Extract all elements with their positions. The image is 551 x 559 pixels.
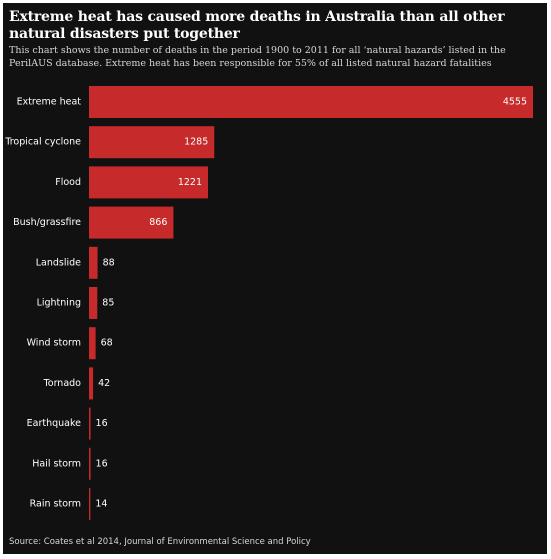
value-label-hail-storm: 16 bbox=[96, 458, 108, 469]
category-label-tropical-cyclone: Tropical cyclone bbox=[4, 137, 81, 148]
value-label-extreme-heat: 4555 bbox=[503, 97, 527, 108]
bar-flood bbox=[89, 166, 209, 199]
category-label-bush-grassfire: Bush/grassfire bbox=[13, 217, 81, 228]
value-label-earthquake: 16 bbox=[96, 418, 108, 429]
value-label-landslide: 88 bbox=[103, 257, 115, 268]
bar-tornado bbox=[89, 367, 94, 400]
bar-rain-storm bbox=[89, 488, 91, 520]
chart-subtitle: This chart shows the number of deaths in… bbox=[9, 45, 506, 69]
bar-wind-storm bbox=[89, 327, 96, 360]
chart-source: Source: Coates et al 2014, Journal of En… bbox=[9, 537, 311, 547]
value-label-tropical-cyclone: 1285 bbox=[184, 137, 208, 148]
category-label-flood: Flood bbox=[55, 177, 81, 188]
category-label-tornado: Tornado bbox=[43, 378, 82, 389]
bar-lightning bbox=[89, 287, 98, 319]
value-label-tornado: 42 bbox=[98, 378, 110, 389]
chart-frame: Extreme heat has caused more deaths in A… bbox=[3, 3, 547, 554]
value-label-rain-storm: 14 bbox=[95, 499, 107, 510]
category-label-extreme-heat: Extreme heat bbox=[17, 97, 82, 108]
bar-chart: Extreme heat 4555 Tropical cyclone 1285 Floo… bbox=[4, 86, 533, 520]
category-label-wind-storm: Wind storm bbox=[27, 338, 81, 349]
bar-bush-grassfire bbox=[89, 206, 174, 239]
bar-landslide bbox=[89, 246, 98, 279]
bar-hail-storm bbox=[89, 447, 91, 480]
value-label-flood: 1221 bbox=[178, 177, 202, 188]
value-label-wind-storm: 68 bbox=[101, 338, 113, 349]
category-label-landslide: Landslide bbox=[36, 257, 81, 268]
value-label-bush-grassfire: 866 bbox=[149, 217, 167, 228]
category-label-rain-storm: Rain storm bbox=[30, 499, 81, 510]
category-label-lightning: Lightning bbox=[37, 298, 81, 309]
bar-extreme-heat bbox=[89, 86, 533, 118]
category-label-hail-storm: Hail storm bbox=[32, 458, 81, 469]
value-label-lightning: 85 bbox=[102, 298, 114, 309]
category-label-earthquake: Earthquake bbox=[27, 418, 82, 429]
bar-tropical-cyclone bbox=[89, 126, 215, 159]
chart-title: Extreme heat has caused more deaths in A… bbox=[9, 9, 505, 42]
bar-earthquake bbox=[89, 407, 91, 440]
